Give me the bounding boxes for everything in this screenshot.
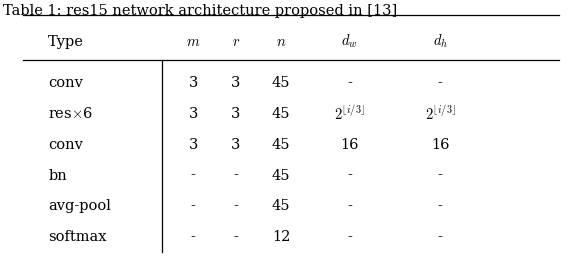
Text: 3: 3 bbox=[231, 138, 240, 152]
Text: 45: 45 bbox=[272, 169, 290, 183]
Text: 12: 12 bbox=[272, 230, 290, 244]
Text: $m$: $m$ bbox=[186, 35, 201, 49]
Text: $r$: $r$ bbox=[232, 35, 240, 49]
Text: -: - bbox=[438, 169, 442, 183]
Text: -: - bbox=[438, 230, 442, 244]
Text: 16: 16 bbox=[431, 138, 449, 152]
Text: res$\times$6: res$\times$6 bbox=[48, 106, 93, 121]
Text: -: - bbox=[191, 199, 195, 213]
Text: 45: 45 bbox=[272, 107, 290, 121]
Text: -: - bbox=[438, 76, 442, 90]
Text: conv: conv bbox=[48, 76, 83, 90]
Text: -: - bbox=[191, 169, 195, 183]
Text: bn: bn bbox=[48, 169, 67, 183]
Text: conv: conv bbox=[48, 138, 83, 152]
Text: 3: 3 bbox=[189, 76, 198, 90]
Text: -: - bbox=[347, 76, 352, 90]
Text: $2^{\lfloor i/3 \rfloor}$: $2^{\lfloor i/3 \rfloor}$ bbox=[425, 105, 456, 123]
Text: Table 1: res15 network architecture proposed in [13]: Table 1: res15 network architecture prop… bbox=[3, 4, 397, 18]
Text: softmax: softmax bbox=[48, 230, 107, 244]
Text: avg-pool: avg-pool bbox=[48, 199, 111, 213]
Text: Type: Type bbox=[48, 35, 84, 49]
Text: 45: 45 bbox=[272, 76, 290, 90]
Text: -: - bbox=[233, 199, 238, 213]
Text: -: - bbox=[191, 230, 195, 244]
Text: $2^{\lfloor i/3 \rfloor}$: $2^{\lfloor i/3 \rfloor}$ bbox=[334, 105, 365, 123]
Text: 45: 45 bbox=[272, 199, 290, 213]
Text: -: - bbox=[438, 199, 442, 213]
Text: $n$: $n$ bbox=[276, 35, 286, 49]
Text: 45: 45 bbox=[272, 138, 290, 152]
Text: -: - bbox=[347, 230, 352, 244]
Text: $d_h$: $d_h$ bbox=[433, 33, 448, 50]
Text: -: - bbox=[347, 199, 352, 213]
Text: 3: 3 bbox=[231, 76, 240, 90]
Text: 3: 3 bbox=[231, 107, 240, 121]
Text: -: - bbox=[347, 169, 352, 183]
Text: 16: 16 bbox=[340, 138, 358, 152]
Text: -: - bbox=[233, 169, 238, 183]
Text: 3: 3 bbox=[189, 138, 198, 152]
Text: $d_w$: $d_w$ bbox=[341, 33, 358, 50]
Text: -: - bbox=[233, 230, 238, 244]
Text: 3: 3 bbox=[189, 107, 198, 121]
